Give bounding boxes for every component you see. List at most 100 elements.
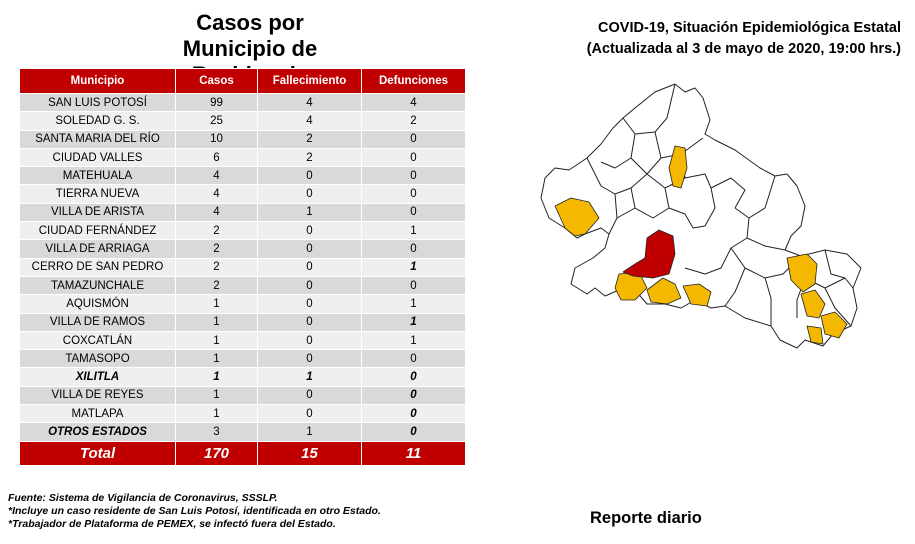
- cell-def: 1: [361, 294, 466, 314]
- cell-municipio: VILLA DE RAMOS: [19, 312, 176, 332]
- map-border: [586, 83, 854, 327]
- cell-fall: 0: [257, 239, 362, 259]
- header-defunciones: Defunciones: [361, 68, 466, 94]
- footnotes: Fuente: Sistema de Vigilancia de Coronav…: [8, 492, 381, 531]
- table-row: CERRO DE SAN PEDRO 2 0 1: [19, 257, 466, 277]
- left-title-line: Casos por: [196, 10, 304, 35]
- cell-casos: 1: [175, 330, 258, 351]
- cell-municipio: TIERRA NUEVA: [19, 184, 176, 204]
- table-row: VILLA DE REYES 1 0 0: [19, 385, 466, 406]
- total-fall: 15: [257, 440, 362, 466]
- table-row: TAMASOPO 1 0 0: [19, 349, 466, 369]
- table-row: VILLA DE ARRIAGA 2 0 0: [19, 239, 466, 259]
- cell-casos: 1: [175, 349, 258, 369]
- total-label: Total: [19, 440, 176, 466]
- cell-casos: 1: [175, 404, 258, 424]
- table-row: MATEHUALA 4 0 0: [19, 166, 466, 186]
- cell-def: 0: [361, 239, 466, 259]
- cell-fall: 1: [257, 202, 362, 223]
- cell-fall: 0: [257, 257, 362, 277]
- cell-fall: 0: [257, 349, 362, 369]
- table-row: XILITLA 1 1 0: [19, 367, 466, 387]
- cell-municipio: VILLA DE ARRIAGA: [19, 239, 176, 259]
- total-def: 11: [361, 440, 466, 466]
- cell-def: 0: [361, 349, 466, 369]
- footnote-note: *Trabajador de Plataforma de PEMEX, se i…: [8, 518, 336, 530]
- cell-municipio: VILLA DE REYES: [19, 385, 176, 406]
- cell-fall: 0: [257, 221, 362, 241]
- cases-table: Municipio Casos Fallecimiento Defuncione…: [19, 68, 466, 466]
- cell-def: 0: [361, 275, 466, 296]
- cell-municipio: TAMAZUNCHALE: [19, 275, 176, 296]
- cell-municipio: MATLAPA: [19, 404, 176, 424]
- cell-casos: 1: [175, 294, 258, 314]
- cell-def: 0: [361, 404, 466, 424]
- header-casos: Casos: [175, 68, 258, 94]
- cell-fall: 4: [257, 111, 362, 131]
- cell-fall: 1: [257, 367, 362, 387]
- cell-casos: 2: [175, 257, 258, 277]
- cell-fall: 2: [257, 147, 362, 168]
- table-row: TAMAZUNCHALE 2 0 0: [19, 275, 466, 296]
- state-map: [540, 83, 862, 349]
- cell-def: 1: [361, 221, 466, 241]
- cell-municipio: SANTA MARIA DEL RÍO: [19, 129, 176, 149]
- table-row: OTROS ESTADOS 3 1 0: [19, 422, 466, 442]
- cell-municipio: CIUDAD VALLES: [19, 147, 176, 168]
- cell-def: 2: [361, 111, 466, 131]
- table-header-row: Municipio Casos Fallecimiento Defuncione…: [19, 68, 466, 94]
- cell-fall: 0: [257, 385, 362, 406]
- cell-casos: 1: [175, 367, 258, 387]
- cell-fall: 0: [257, 294, 362, 314]
- cell-municipio: VILLA DE ARISTA: [19, 202, 176, 223]
- table-row: AQUISMÓN 1 0 1: [19, 294, 466, 314]
- right-title: COVID-19, Situación Epidemiológica Estat…: [587, 18, 901, 60]
- cell-municipio: MATEHUALA: [19, 166, 176, 186]
- table-row: VILLA DE ARISTA 4 1 0: [19, 202, 466, 223]
- header-fallecimiento: Fallecimiento: [257, 68, 362, 94]
- cell-municipio: SOLEDAD G. S.: [19, 111, 176, 131]
- cell-municipio: TAMASOPO: [19, 349, 176, 369]
- cell-def: 4: [361, 92, 466, 113]
- cell-def: 0: [361, 184, 466, 204]
- cell-def: 1: [361, 312, 466, 332]
- map-region-yellow: [646, 277, 682, 305]
- cell-fall: 4: [257, 92, 362, 113]
- cell-fall: 0: [257, 184, 362, 204]
- cell-municipio: CIUDAD FERNÁNDEZ: [19, 221, 176, 241]
- table-row: MATLAPA 1 0 0: [19, 404, 466, 424]
- cell-def: 0: [361, 147, 466, 168]
- cell-municipio: CERRO DE SAN PEDRO: [19, 257, 176, 277]
- map-region-yellow: [554, 197, 600, 237]
- footnote-source: Fuente: Sistema de Vigilancia de Coronav…: [8, 492, 278, 504]
- table-row: SAN LUIS POTOSÍ 99 4 4: [19, 92, 466, 113]
- table-row: SANTA MARIA DEL RÍO 10 2 0: [19, 129, 466, 149]
- left-title-line: Municipio de: [182, 36, 318, 61]
- table-row: CIUDAD FERNÁNDEZ 2 0 1: [19, 221, 466, 241]
- table-row: TIERRA NUEVA 4 0 0: [19, 184, 466, 204]
- cell-casos: 2: [175, 275, 258, 296]
- cell-municipio: AQUISMÓN: [19, 294, 176, 314]
- cell-def: 0: [361, 367, 466, 387]
- map-region-yellow: [668, 145, 688, 189]
- cell-def: 0: [361, 422, 466, 442]
- cell-def: 1: [361, 330, 466, 351]
- cell-fall: 0: [257, 275, 362, 296]
- cell-fall: 0: [257, 404, 362, 424]
- cell-casos: 2: [175, 221, 258, 241]
- map-region-yellow: [820, 311, 848, 339]
- cell-municipio: COXCATLÁN: [19, 330, 176, 351]
- cell-def: 0: [361, 129, 466, 149]
- table-row: CIUDAD VALLES 6 2 0: [19, 147, 466, 168]
- cell-casos: 10: [175, 129, 258, 149]
- table-row: VILLA DE RAMOS 1 0 1: [19, 312, 466, 332]
- cell-municipio: SAN LUIS POTOSÍ: [19, 92, 176, 113]
- cell-casos: 1: [175, 312, 258, 332]
- cell-def: 0: [361, 166, 466, 186]
- map-region-yellow: [800, 289, 826, 319]
- right-title-subtitle: (Actualizada al 3 de mayo de 2020, 19:00…: [586, 41, 901, 57]
- map-region-yellow: [786, 253, 818, 293]
- total-row: Total 170 15 11: [19, 440, 466, 466]
- cell-fall: 0: [257, 166, 362, 186]
- cell-casos: 25: [175, 111, 258, 131]
